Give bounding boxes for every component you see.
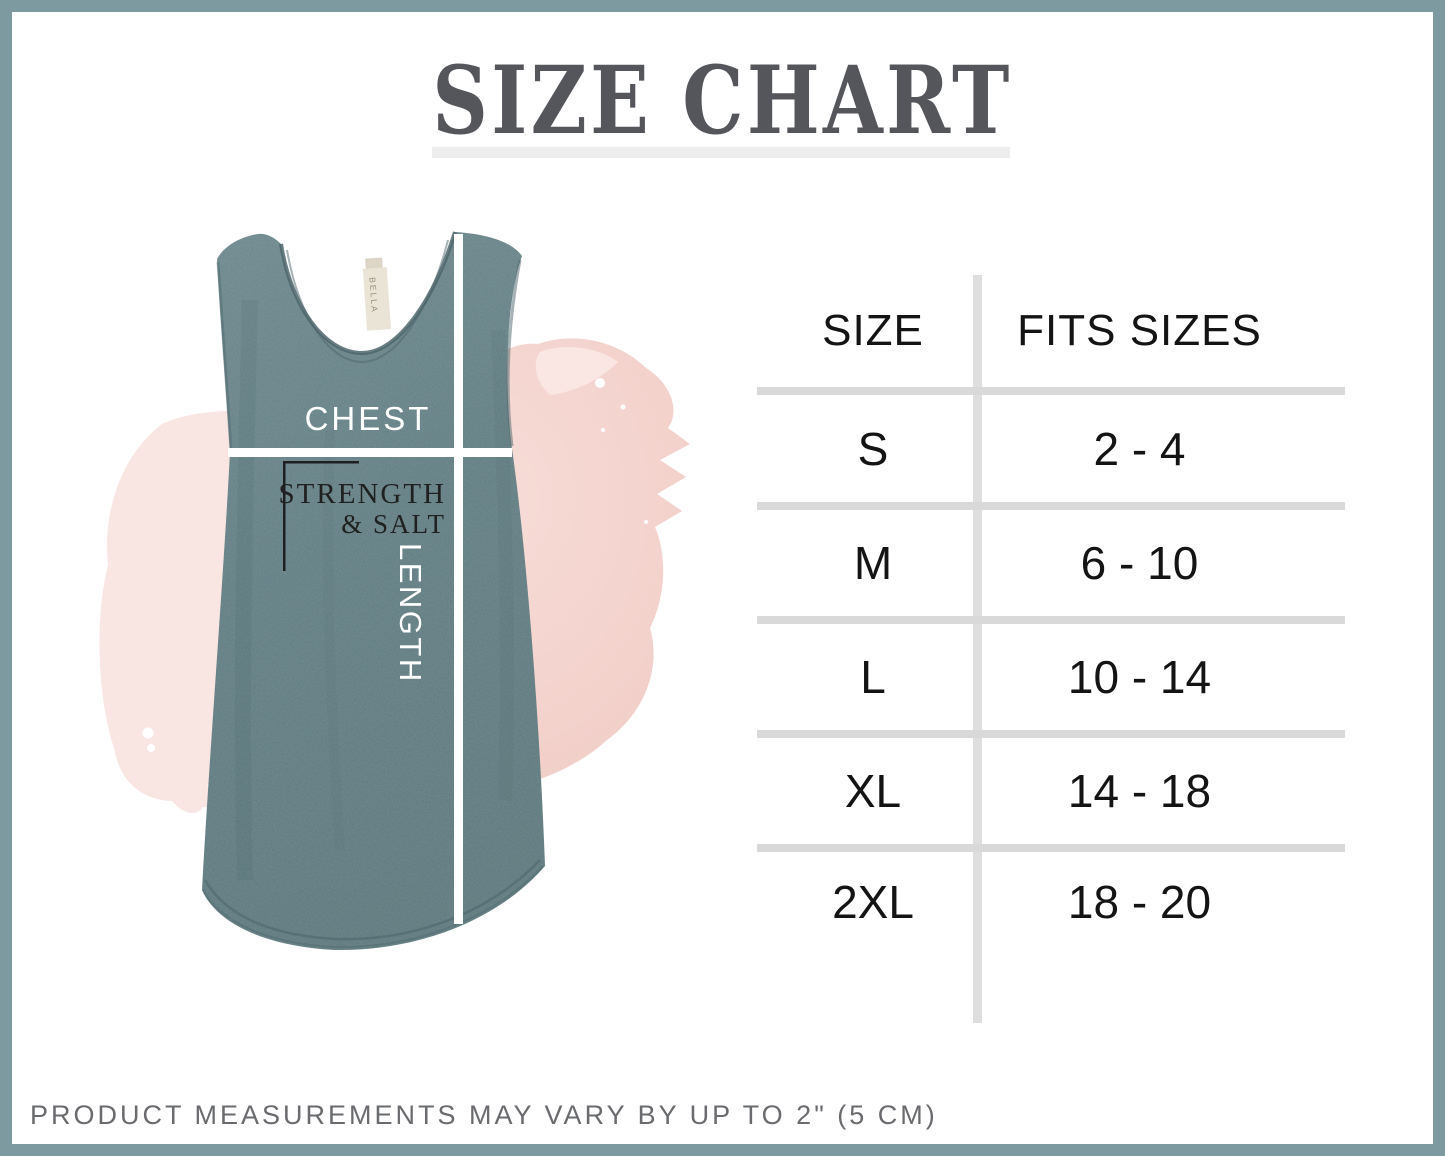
chest-measure-line: [228, 448, 512, 457]
armhole-seam-right: [506, 259, 522, 447]
design-text-line2: & SALT: [341, 509, 446, 539]
blob-speckle: [147, 744, 155, 752]
table-row: L 10 - 14: [757, 624, 1345, 730]
fits-value: 2 - 4: [1093, 422, 1186, 475]
table-row: XL 14 - 18: [757, 738, 1345, 844]
size-value: L: [860, 651, 886, 703]
tank-top-graphic: BELLA CHEST STRENGTH & SALT LENGTH: [99, 231, 690, 951]
table-row: M 6 - 10: [757, 510, 1345, 616]
size-table: SIZE FITS SIZES S 2 - 4 M 6 - 10 L 10 - …: [757, 275, 1345, 1023]
page-title: SIZE CHART: [432, 46, 1013, 156]
table-row: 2XL 18 - 20: [757, 852, 1345, 952]
design-bracket-vertical: [283, 461, 286, 571]
length-measure-line: [454, 234, 463, 924]
table-row-divider: [757, 502, 1345, 510]
table-header-row: SIZE FITS SIZES: [757, 275, 1345, 387]
fits-value: 18 - 20: [1067, 876, 1212, 928]
table-row-divider: [757, 844, 1345, 852]
table-row-divider: [757, 616, 1345, 624]
fits-value: 10 - 14: [1067, 651, 1212, 703]
fabric-fold: [491, 329, 515, 801]
size-value: 2XL: [832, 876, 914, 928]
fabric-fold: [323, 429, 345, 851]
blob-speckle: [644, 520, 648, 524]
fabric-fold: [234, 299, 258, 881]
neckline-stitch: [286, 239, 449, 364]
armhole-seam-left: [216, 261, 233, 451]
blob-speckle: [620, 404, 626, 410]
table-row-divider: [757, 730, 1345, 738]
title-underline: [432, 147, 1010, 158]
neck-tag-body: [362, 267, 392, 331]
hem-stitch: [202, 865, 544, 949]
chest-label: CHEST: [305, 400, 432, 437]
neck-tag-brand-text: BELLA: [367, 277, 380, 314]
size-value: XL: [844, 765, 902, 817]
fits-value: 6 - 10: [1080, 537, 1199, 589]
measurement-disclaimer: PRODUCT MEASUREMENTS MAY VARY BY UP TO 2…: [30, 1100, 938, 1130]
neck-tag-loop: [365, 257, 383, 271]
blob-speckle: [595, 378, 605, 388]
neck-tag: BELLA: [362, 257, 392, 331]
hem-stitch: [203, 859, 541, 941]
size-value: S: [857, 422, 889, 475]
length-label: LENGTH: [393, 543, 428, 684]
blob-speckle: [601, 428, 605, 432]
blob-light-wash: [535, 347, 618, 395]
column-header-fits: FITS SIZES: [1017, 306, 1262, 355]
column-header-size: SIZE: [822, 306, 924, 355]
table-row: S 2 - 4: [757, 395, 1345, 502]
blob-speckle: [142, 727, 154, 739]
size-value: M: [853, 537, 893, 589]
design-bracket-horizontal: [283, 461, 359, 464]
table-row-divider: [757, 387, 1345, 395]
fits-value: 14 - 18: [1067, 765, 1212, 817]
table-column-divider: [973, 275, 982, 1023]
design-text-line1: STRENGTH: [279, 478, 446, 510]
